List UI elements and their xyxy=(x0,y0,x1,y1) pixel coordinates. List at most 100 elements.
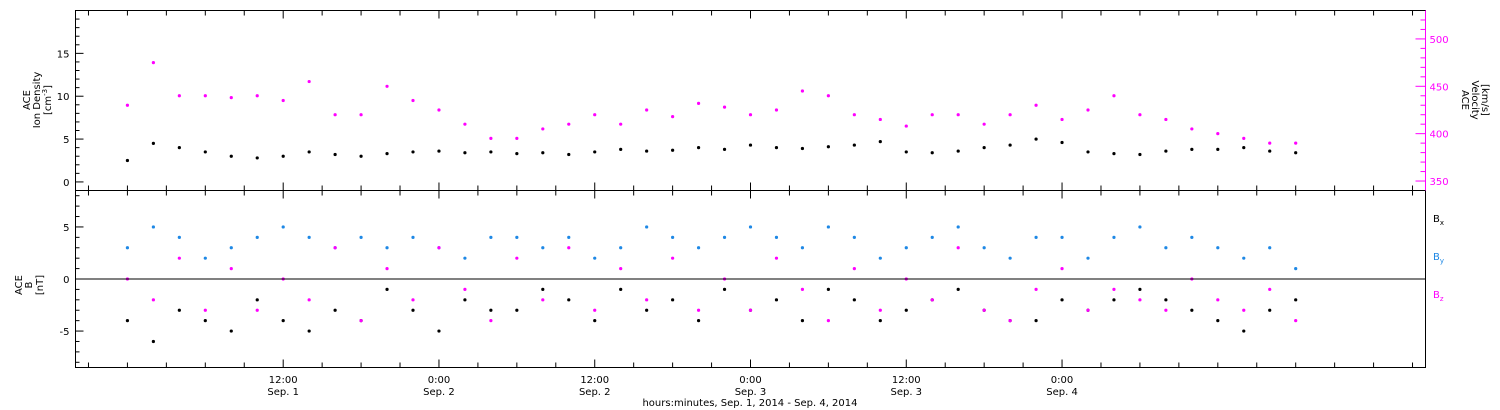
density-point-26 xyxy=(800,146,805,151)
density-unit-exponent: -3 xyxy=(41,89,49,96)
legend-by-sub: y xyxy=(1440,257,1444,265)
density-point-6 xyxy=(281,154,285,158)
bx-point-2 xyxy=(177,308,181,312)
velocity-ylabel-line2: Velocity xyxy=(1469,80,1480,119)
bz-point-20 xyxy=(645,298,649,302)
legend-bx: Bx xyxy=(1433,214,1444,227)
by-point-45 xyxy=(1294,266,1298,271)
velocity-point-26 xyxy=(800,89,805,93)
velocity-point-36 xyxy=(1060,117,1064,122)
density-point-39 xyxy=(1138,152,1142,157)
bz-point-37 xyxy=(1086,308,1090,312)
velocity-point-41 xyxy=(1190,127,1194,131)
by-point-35 xyxy=(1034,235,1038,239)
velocity-point-40 xyxy=(1164,117,1168,122)
by-point-38 xyxy=(1112,235,1116,239)
bx-point-39 xyxy=(1138,287,1142,292)
density-point-24 xyxy=(748,143,753,147)
density-point-4 xyxy=(229,154,233,158)
density-point-15 xyxy=(515,152,519,156)
bz-point-34 xyxy=(1008,319,1012,323)
by-point-26 xyxy=(800,246,805,250)
velocity-point-8 xyxy=(333,113,337,117)
density-ytick-label-3: 15 xyxy=(57,49,70,60)
density-ytick-label-1: 5 xyxy=(63,135,69,146)
b-ytick-label-1: 0 xyxy=(63,275,69,286)
by-point-37 xyxy=(1086,256,1090,260)
bx-point-20 xyxy=(645,308,649,312)
xtick-time-label-0: 12:00 xyxy=(269,375,298,386)
by-point-6 xyxy=(281,225,285,229)
velocity-point-3 xyxy=(203,94,207,98)
by-point-36 xyxy=(1060,235,1064,239)
by-point-17 xyxy=(567,235,571,239)
velocity-ytick-label-2: 450 xyxy=(1430,82,1449,93)
by-point-2 xyxy=(177,235,181,239)
bz-point-7 xyxy=(307,298,311,302)
bx-point-42 xyxy=(1216,319,1220,323)
by-point-5 xyxy=(255,235,259,239)
by-point-18 xyxy=(593,256,597,260)
velocity-point-4 xyxy=(229,96,233,100)
bz-point-28 xyxy=(852,266,856,271)
by-point-13 xyxy=(463,256,467,260)
bz-point-10 xyxy=(385,266,389,271)
xtick-date-label-0: Sep. 1 xyxy=(267,387,299,398)
bx-point-44 xyxy=(1268,308,1272,312)
xtick-date-label-2: Sep. 2 xyxy=(579,387,611,398)
bx-point-28 xyxy=(852,298,856,302)
bz-point-42 xyxy=(1216,298,1220,302)
by-point-39 xyxy=(1138,225,1142,229)
by-point-27 xyxy=(826,225,830,229)
by-point-21 xyxy=(671,235,675,239)
by-point-40 xyxy=(1164,246,1168,250)
bx-point-10 xyxy=(385,287,389,292)
bz-point-25 xyxy=(774,256,779,260)
xtick-date-label-3: Sep. 3 xyxy=(735,387,767,398)
velocity-point-9 xyxy=(359,113,363,117)
bz-point-31 xyxy=(930,298,934,302)
bx-point-1 xyxy=(151,339,155,344)
bz-point-19 xyxy=(619,266,623,271)
density-point-8 xyxy=(333,152,337,157)
density-point-37 xyxy=(1086,150,1090,154)
velocity-point-39 xyxy=(1138,113,1142,117)
velocity-point-15 xyxy=(515,136,519,140)
by-point-33 xyxy=(982,246,986,250)
bz-point-26 xyxy=(800,287,805,292)
density-point-33 xyxy=(982,146,986,150)
bz-point-44 xyxy=(1268,287,1272,292)
b-ylabel-line2: B xyxy=(24,281,35,288)
xtick-date-label-5: Sep. 4 xyxy=(1046,387,1078,398)
velocity-point-5 xyxy=(255,94,259,98)
density-point-21 xyxy=(671,148,675,152)
bx-point-38 xyxy=(1112,298,1116,302)
bz-point-29 xyxy=(878,308,882,312)
bz-point-33 xyxy=(982,308,986,312)
by-point-34 xyxy=(1008,256,1012,260)
bz-point-32 xyxy=(956,246,960,250)
bz-point-3 xyxy=(203,308,207,312)
legend-bz-label: B xyxy=(1433,290,1440,301)
bx-point-21 xyxy=(671,298,675,302)
by-point-14 xyxy=(489,235,493,239)
by-point-3 xyxy=(203,256,207,260)
velocity-point-6 xyxy=(281,98,285,103)
by-point-25 xyxy=(774,235,779,239)
bz-point-5 xyxy=(255,308,259,312)
density-ytick-label-2: 10 xyxy=(57,92,70,103)
density-point-29 xyxy=(878,140,882,144)
bx-point-0 xyxy=(125,319,130,323)
by-point-16 xyxy=(541,246,545,250)
bz-point-39 xyxy=(1138,298,1142,302)
xtick-date-label-1: Sep. 2 xyxy=(423,387,455,398)
velocity-point-19 xyxy=(619,122,623,126)
velocity-point-42 xyxy=(1216,132,1220,136)
velocity-point-11 xyxy=(411,98,415,103)
bz-point-13 xyxy=(463,287,467,292)
density-point-28 xyxy=(852,143,856,147)
bx-point-23 xyxy=(722,287,727,292)
bx-point-19 xyxy=(619,287,623,292)
